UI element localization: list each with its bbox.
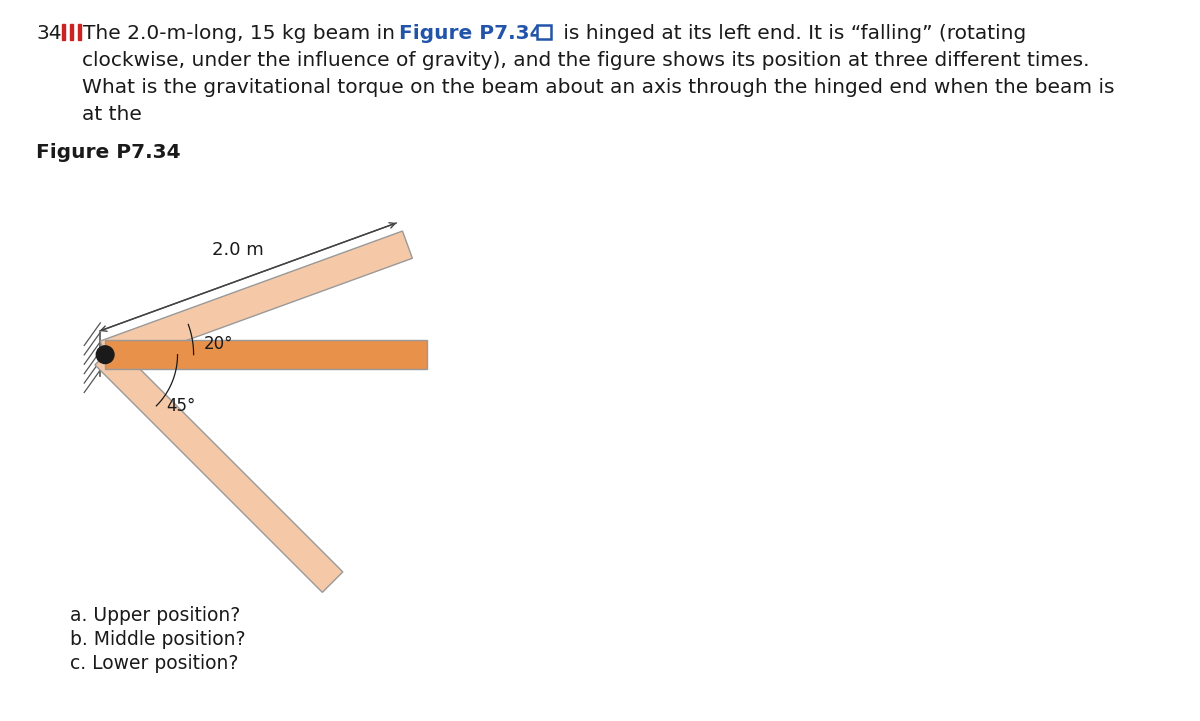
Text: clockwise, under the influence of gravity), and the figure shows its position at: clockwise, under the influence of gravit… (82, 51, 1090, 70)
Bar (70, 24, 73, 40)
Text: Figure P7.34: Figure P7.34 (36, 143, 181, 162)
Polygon shape (95, 345, 343, 593)
Text: at the: at the (82, 105, 142, 124)
Text: is hinged at its left end. It is “falling” (rotating: is hinged at its left end. It is “fallin… (557, 24, 1026, 43)
Text: 2.0 m: 2.0 m (212, 241, 264, 259)
Circle shape (96, 346, 114, 363)
Text: Figure P7.34: Figure P7.34 (398, 24, 544, 43)
Text: What is the gravitational torque on the beam about an axis through the hinged en: What is the gravitational torque on the … (82, 78, 1115, 97)
Bar (78, 24, 82, 40)
Text: 34.: 34. (36, 24, 68, 43)
Text: 45°: 45° (167, 397, 196, 415)
Text: c. Lower position?: c. Lower position? (70, 654, 239, 673)
Text: The 2.0-m-long, 15 kg beam in: The 2.0-m-long, 15 kg beam in (83, 24, 401, 43)
Polygon shape (100, 231, 413, 368)
Text: 20°: 20° (204, 335, 233, 353)
Text: b. Middle position?: b. Middle position? (70, 630, 246, 649)
Bar (62, 24, 65, 40)
Text: a. Upper position?: a. Upper position? (70, 606, 240, 625)
Bar (538, 25, 551, 39)
Polygon shape (106, 340, 427, 369)
